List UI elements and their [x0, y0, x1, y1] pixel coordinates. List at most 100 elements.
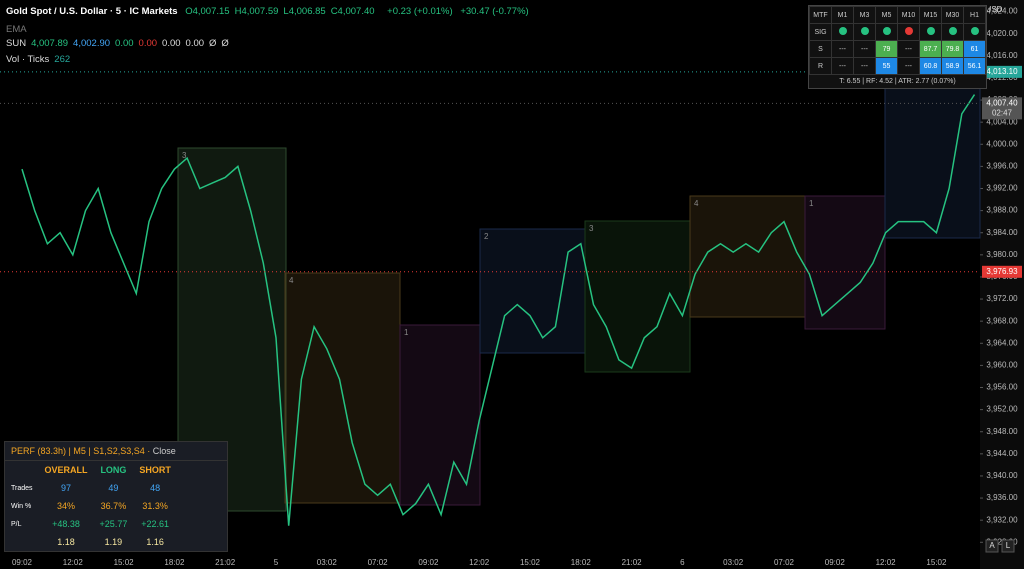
price-tag-label: 3,976.93: [986, 267, 1018, 276]
x-tick-label: 07:02: [774, 558, 795, 567]
mtf-header-cell: M15: [919, 6, 942, 24]
x-tick-label: 15:02: [926, 558, 947, 567]
x-tick-label: 12:02: [469, 558, 490, 567]
x-tick-label: 5: [274, 558, 279, 567]
session-box: [884, 79, 981, 239]
perf-cell: 1.18: [57, 537, 75, 547]
y-tick-label: 3,992.00: [986, 184, 1018, 193]
price-tag-label: 4,007.40: [986, 98, 1018, 107]
price-line: [21, 94, 976, 526]
perf-row: Trades 97 49 48: [5, 479, 177, 497]
axis-button[interactable]: [985, 539, 999, 553]
sun-value: Ø: [209, 38, 217, 49]
sun-value: 4,002.90: [73, 38, 111, 49]
y-tick-label: 3,940.00: [986, 471, 1018, 480]
countdown: 02:47: [992, 108, 1013, 117]
signal-dot: [860, 27, 869, 35]
x-tick-label: 12:02: [63, 558, 84, 567]
perf-cell: 34%: [57, 501, 76, 511]
mtf-cell: [919, 23, 942, 41]
x-tick-label: 15:02: [520, 558, 541, 567]
perf-header-cell: LONG: [100, 465, 127, 475]
mtf-cell: [941, 23, 964, 41]
price-tag: [982, 97, 1022, 120]
mtf-header-cell: M5: [875, 6, 898, 24]
x-tick-label: 07:02: [368, 558, 389, 567]
perf-row: P/L +48.38 +25.77 +22.61: [5, 515, 177, 533]
price-axis: [980, 0, 1024, 569]
box-label: 3: [182, 151, 187, 160]
y-tick-label: 3,956.00: [986, 383, 1018, 392]
mtf-cell: 87.7: [919, 40, 942, 58]
mtf-cell: 58.9: [941, 57, 964, 75]
currency: USD: [986, 5, 1003, 14]
box-label: 1: [809, 199, 814, 208]
y-tick-label: 3,964.00: [986, 338, 1018, 347]
mtf-header-cell: M1: [831, 6, 854, 24]
perf-cell: 31.3%: [142, 501, 168, 511]
vol-row: Vol · Ticks 262: [6, 54, 75, 65]
mtf-header-cell: M30: [941, 6, 964, 24]
y-tick-label: 4,000.00: [986, 139, 1018, 148]
mtf-row-label: S: [809, 40, 832, 58]
mtf-cell: [897, 23, 920, 41]
sun-values: 4,007.89 4,002.90 0.00 0.00 0.00 0.00 Ø Ø: [31, 38, 234, 49]
x-tick-label: 03:02: [723, 558, 744, 567]
signal-dot: [948, 27, 957, 35]
mtf-cell: 56.1: [963, 57, 986, 75]
close-button[interactable]: Close: [152, 446, 176, 456]
y-tick-label: 3,936.00: [986, 493, 1018, 502]
y-tick-label: 4,004.00: [986, 117, 1018, 126]
axis-button[interactable]: [1001, 539, 1015, 553]
perf-row-label: Win %: [11, 502, 32, 510]
y-tick-label: 3,996.00: [986, 161, 1018, 170]
ohlc-value: O4,007.15: [185, 6, 230, 17]
axis-button-label: A: [989, 541, 995, 550]
x-tick-label: 09:02: [825, 558, 846, 567]
perf-row-label: [5, 533, 39, 551]
mtf-header-cell: H1: [963, 6, 986, 24]
sun-value: Ø: [221, 38, 229, 49]
y-tick-label: 3,932.00: [986, 515, 1018, 524]
y-tick-label: 3,948.00: [986, 427, 1018, 436]
mtf-cell: ---: [853, 40, 876, 58]
perf-table: OVERALL LONG SHORT Trades 97 49 48 Win % 34% 36.7…: [5, 461, 177, 551]
perf-cell: +48.38: [52, 519, 80, 529]
x-tick-label: 09:02: [418, 558, 439, 567]
vol: Vol · Ticks: [6, 54, 50, 65]
vol-value: 262: [54, 54, 71, 65]
axis-button-label: L: [1006, 541, 1011, 550]
x-tick-label: 18:02: [164, 558, 185, 567]
signal-dot: [970, 27, 979, 35]
session-box: [399, 324, 481, 506]
y-tick-label: 3,988.00: [986, 206, 1018, 215]
x-tick-label: 12:02: [876, 558, 897, 567]
ohlc-value: L4,006.85: [283, 6, 326, 17]
y-tick-label: 3,980.00: [986, 250, 1018, 259]
perf-cell: 48: [150, 483, 161, 493]
mtf-cell: 55: [875, 57, 898, 75]
sun: SUN: [6, 38, 27, 49]
y-tick-label: 4,016.00: [986, 51, 1018, 60]
mtf-footer: T: 6.55 | RF: 4.52 | ATR: 2.77 (0.07%): [839, 78, 956, 85]
perf-title-row: PERF (83.3h) | M5 | S1,S2,S3,S4 · Close: [5, 442, 227, 461]
signal-dot: [926, 27, 935, 35]
box-label: 3: [589, 224, 594, 233]
x-tick-label: 6: [680, 558, 685, 567]
mtf-row: R --- --- 55 --- 60.8 58.9 56.1: [809, 57, 986, 75]
mtf-row-label: SIG: [809, 23, 832, 41]
y-tick-label: 3,972.00: [986, 294, 1018, 303]
y-tick-label: 4,024.00: [986, 7, 1018, 16]
y-tick-label: 3,944.00: [986, 449, 1018, 458]
y-tick-label: 3,968.00: [986, 316, 1018, 325]
perf-title: PERF (83.3h) | M5 | S1,S2,S3,S4: [11, 446, 145, 456]
price-tag: [982, 265, 1022, 278]
session-box: [804, 195, 886, 330]
perf-row-label: P/L: [11, 520, 22, 528]
sun-row: SUN 4,007.89 4,002.90 0.00 0.00 0.00 0.00 Ø Ø: [6, 38, 239, 49]
session-box: [479, 228, 586, 354]
sun-value: 0.00: [138, 38, 158, 49]
session-box: [584, 220, 691, 373]
sun-value: 0.00: [115, 38, 134, 49]
